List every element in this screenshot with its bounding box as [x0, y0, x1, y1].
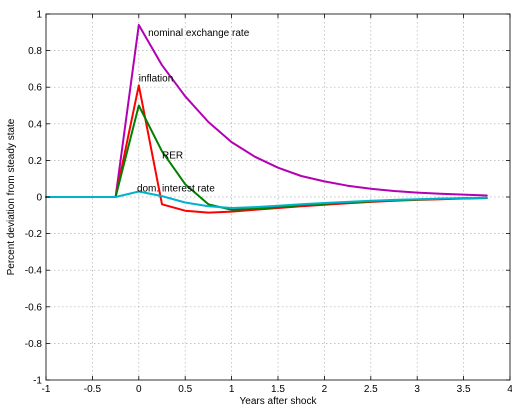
annotation-rer: RER [162, 150, 183, 161]
annotation-nominal-exchange-rate: nominal exchange rate [148, 28, 250, 39]
x-tick-label: 0.5 [178, 384, 192, 395]
y-tick-label: -0.6 [25, 302, 43, 313]
x-tick-label: 2.5 [364, 384, 378, 395]
x-axis-label: Years after shock [240, 396, 318, 407]
y-tick-label: -1 [33, 376, 42, 387]
y-axis-label: Percent deviation from steady state [6, 118, 17, 275]
x-tick-label: 2 [322, 384, 328, 395]
x-tick-label: 1 [229, 384, 235, 395]
annotations: nominal exchange rate inflation RER dom. in… [137, 28, 250, 195]
series-line-rer [45, 104, 488, 211]
y-tick-label: -0.8 [25, 339, 43, 350]
series-line-dom-interest-rate [45, 190, 488, 209]
y-tick-label: 1 [36, 10, 42, 21]
y-tick-label: 0.4 [28, 119, 42, 130]
annotation-dom-interest-rate: dom. interest rate [137, 183, 215, 194]
x-tick-label: 3 [414, 384, 420, 395]
y-tick-label: -0.4 [25, 266, 43, 277]
axis-ticks: -1 -0.5 0 0.5 1 1.5 2 2.5 3 3.5 4 -1 -0.8 -0.6 -0.4 -0.… [25, 10, 512, 396]
x-tick-label: 4 [507, 384, 512, 395]
y-tick-label: 0.6 [28, 83, 42, 94]
series-group [45, 24, 488, 214]
grid [46, 14, 510, 380]
series-line-nominal-exchange-rate [45, 24, 488, 198]
x-tick-label: 0 [136, 384, 142, 395]
x-tick-label: 3.5 [457, 384, 471, 395]
y-tick-label: 0.8 [28, 46, 42, 57]
y-tick-label: -0.2 [25, 229, 43, 240]
annotation-inflation: inflation [139, 74, 173, 85]
x-tick-label: 1.5 [271, 384, 285, 395]
y-tick-label: 0.2 [28, 156, 42, 167]
y-tick-label: 0 [36, 193, 42, 204]
x-tick-label: -0.5 [84, 384, 102, 395]
x-tick-label: -1 [42, 384, 51, 395]
